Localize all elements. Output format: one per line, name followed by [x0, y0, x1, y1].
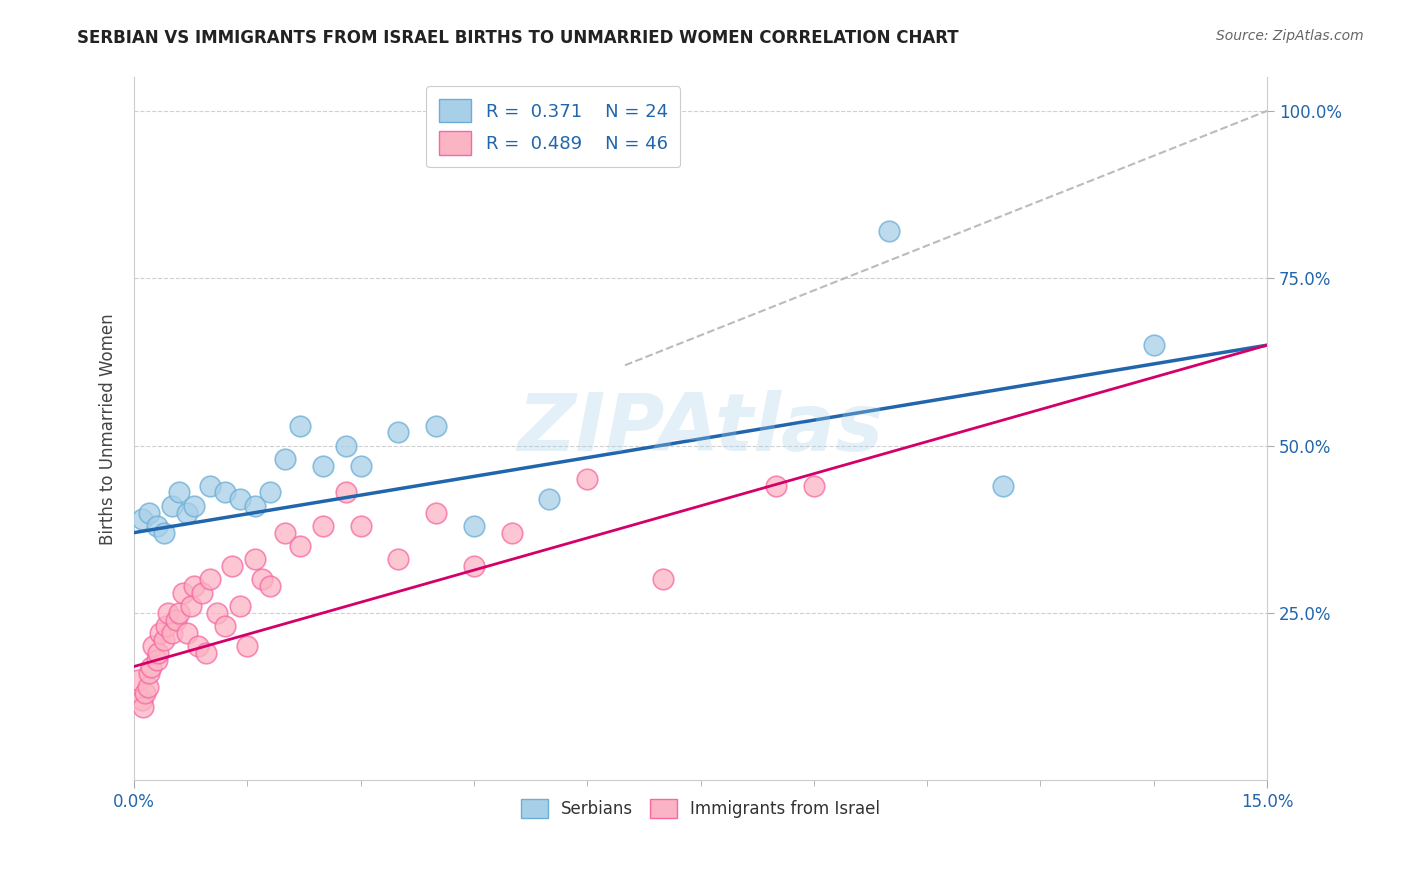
Point [274, 452, 297, 467]
Point [576, 472, 599, 486]
Point [236, 640, 259, 654]
Text: Source: ZipAtlas.com: Source: ZipAtlas.com [1216, 29, 1364, 43]
Point [169, 606, 191, 620]
Point [153, 525, 176, 540]
Point [160, 626, 183, 640]
Point [214, 485, 236, 500]
Point [138, 506, 160, 520]
Point [127, 673, 149, 687]
Point [183, 499, 205, 513]
Point [183, 579, 205, 593]
Point [463, 559, 485, 574]
Point [312, 458, 335, 473]
Point [335, 485, 357, 500]
Text: SERBIAN VS IMMIGRANTS FROM ISRAEL BIRTHS TO UNMARRIED WOMEN CORRELATION CHART: SERBIAN VS IMMIGRANTS FROM ISRAEL BIRTHS… [77, 29, 959, 46]
Y-axis label: Births to Unmarried Women: Births to Unmarried Women [100, 313, 117, 545]
Point [172, 586, 194, 600]
Point [176, 506, 198, 520]
Point [132, 699, 155, 714]
Point [134, 686, 156, 700]
Point [160, 499, 183, 513]
Point [139, 659, 162, 673]
Point [138, 666, 160, 681]
Point [651, 573, 673, 587]
Point [765, 479, 787, 493]
Point [155, 619, 177, 633]
Point [198, 479, 221, 493]
Point [387, 425, 409, 440]
Point [803, 479, 825, 493]
Point [229, 492, 252, 507]
Point [214, 619, 236, 633]
Point [148, 646, 170, 660]
Point [205, 606, 228, 620]
Point [187, 640, 209, 654]
Point [425, 506, 447, 520]
Point [191, 586, 214, 600]
Point [387, 552, 409, 566]
Point [879, 224, 901, 238]
Point [156, 606, 179, 620]
Point [169, 485, 191, 500]
Point [1143, 338, 1166, 352]
Point [243, 499, 266, 513]
Legend: Serbians, Immigrants from Israel: Serbians, Immigrants from Israel [515, 792, 887, 825]
Point [221, 559, 243, 574]
Point [290, 539, 312, 553]
Point [274, 525, 297, 540]
Point [243, 552, 266, 566]
Point [463, 519, 485, 533]
Point [165, 613, 187, 627]
Point [153, 632, 176, 647]
Point [131, 693, 153, 707]
Point [425, 418, 447, 433]
Point [991, 479, 1014, 493]
Point [145, 519, 167, 533]
Point [349, 458, 371, 473]
Point [180, 599, 202, 614]
Point [335, 439, 357, 453]
Point [149, 626, 172, 640]
Point [252, 573, 274, 587]
Point [259, 579, 281, 593]
Point [290, 418, 312, 433]
Point [501, 525, 523, 540]
Point [312, 519, 335, 533]
Point [259, 485, 281, 500]
Point [229, 599, 252, 614]
Point [198, 573, 221, 587]
Point [131, 512, 153, 526]
Point [136, 680, 159, 694]
Point [142, 640, 165, 654]
Text: ZIPAtlas: ZIPAtlas [517, 390, 883, 468]
Point [145, 653, 167, 667]
Point [349, 519, 371, 533]
Point [538, 492, 561, 507]
Point [194, 646, 217, 660]
Point [176, 626, 198, 640]
